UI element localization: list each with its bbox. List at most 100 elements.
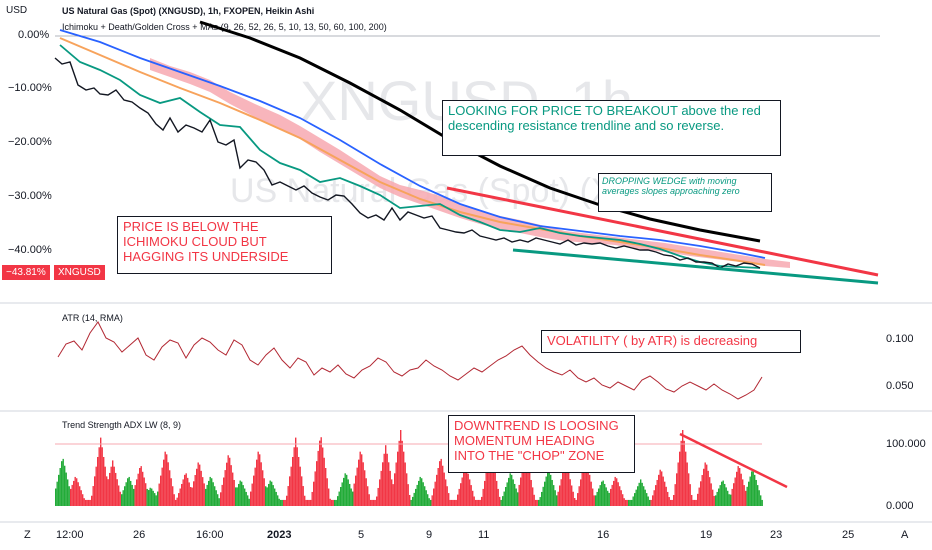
adx-bar [56,481,58,506]
adx-bar [85,499,87,506]
adx-bar [686,462,688,506]
adx-bar [706,464,708,506]
atr-title[interactable]: ATR (14, RMA) [62,313,123,323]
adx-bar [556,495,558,506]
adx-bar [614,476,616,506]
adx-bar [307,499,309,506]
adx-bar [58,474,60,506]
adx-bar [134,485,136,506]
adx-bar [245,491,247,506]
adx-bar [68,486,70,506]
adx-bar [529,472,531,506]
annotation-breakout[interactable]: LOOKING FOR PRICE TO BREAKOUT above the … [442,100,781,156]
adx-bar [583,465,585,506]
adx-bar [244,488,246,506]
adx-bar [239,480,241,506]
adx-bar [337,496,339,506]
annotation-wedge[interactable]: DROPPING WEDGE with moving averages slop… [598,173,772,212]
adx-bar [74,476,76,506]
symbol-title[interactable]: US Natural Gas (Spot) (XNGUSD), 1h, FXOP… [62,6,315,16]
adx-bar [179,488,181,506]
adx-bar [113,466,115,506]
adx-bar [130,480,132,506]
adx-bar [367,486,369,506]
adx-bar [358,459,360,506]
adx-bar [638,482,640,506]
adx-bar [203,483,205,506]
ma-60-line [59,37,766,266]
adx-bar [131,484,133,506]
adx-bar [385,445,387,506]
adx-bar [287,486,289,506]
adx-bar [292,456,294,506]
adx-bar [754,474,756,506]
adx-bar [305,499,307,506]
adx-bar [256,459,258,506]
adx-bar [176,497,178,506]
adx-bar [332,499,334,506]
x-tick-6: 11 [478,529,490,541]
adx-bar [250,491,252,506]
adx-bar [698,487,700,506]
adx-bar [266,487,268,506]
adx-bar [490,449,492,506]
adx-bar [140,466,142,506]
adx-bar [521,470,523,506]
adx-bar [563,466,565,506]
adx-bar [331,499,333,506]
adx-bar [329,498,331,506]
adx-bar [596,491,598,506]
adx-bar [269,480,271,506]
adx-bar [718,488,720,506]
adx-bar [530,479,532,506]
adx-bar [251,483,253,506]
adx-bar [170,478,172,506]
adx-bar [119,491,121,506]
adx-bar [553,485,555,506]
axis-button-right[interactable]: A [901,529,909,541]
adx-bar [196,468,198,506]
adx-bar [680,440,682,506]
adx-bar [544,481,546,506]
adx-bar [475,499,477,506]
adx-bar [622,494,624,506]
adx-bar [242,485,244,506]
adx-bar [721,481,723,506]
adx-bar [268,483,270,506]
annotation-downtrend[interactable]: DOWNTREND IS LOOSING MOMENTUM HEADING IN… [448,415,635,473]
adx-bar [274,488,276,506]
adx-bar [761,499,763,506]
adx-bar [523,462,525,506]
adx-bar [584,458,586,506]
adx-bar [149,487,151,506]
adx-bar [560,479,562,506]
adx-bar [302,486,304,506]
adx-bar [164,451,166,506]
adx-bar [311,491,313,506]
adx-bar [566,466,568,506]
adx-bar [79,486,81,506]
adx-bar [685,451,687,506]
adx-bar [362,462,364,506]
adx-bar [227,455,229,506]
axis-button-left[interactable]: Z [24,529,31,541]
adx-bar [508,477,510,506]
adx-bar [752,469,754,506]
indicator-title[interactable]: Ichimoku + Death/Golden Cross + MAs (9, … [62,22,387,32]
adx-bar [175,499,177,506]
adx-bar [133,488,135,506]
adx-bar [308,499,310,506]
adx-bar [295,437,297,506]
adx-bar [604,483,606,506]
adx-bar [506,482,508,506]
annotation-volatility[interactable]: VOLATILITY ( by ATR) is decreasing [541,330,801,353]
adx-bar [730,494,732,506]
adx-bar [293,447,295,506]
adx-bar [151,488,153,506]
adx-bar [628,499,630,506]
annotation-ichimoku[interactable]: PRICE IS BELOW THE ICHIMOKU CLOUD BUT HA… [117,216,332,274]
adx-bar [400,430,402,506]
atr-line [57,321,763,400]
adx-title[interactable]: Trend Strength ADX LW (8, 9) [62,420,182,430]
